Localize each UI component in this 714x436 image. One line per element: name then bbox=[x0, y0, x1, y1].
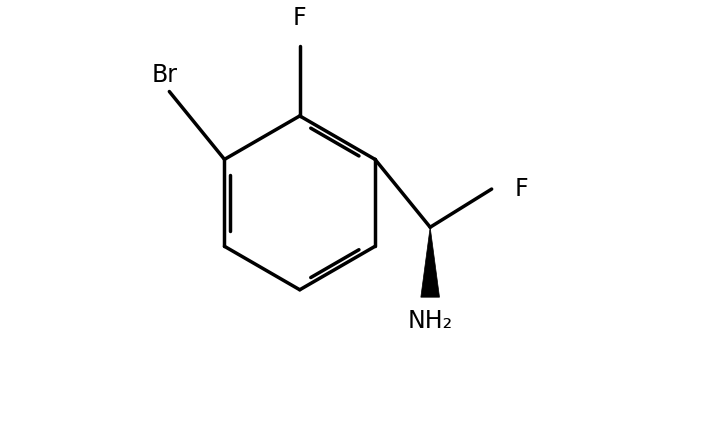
Text: NH₂: NH₂ bbox=[408, 309, 453, 333]
Text: F: F bbox=[515, 177, 528, 201]
Polygon shape bbox=[421, 227, 440, 297]
Text: F: F bbox=[293, 7, 306, 31]
Text: Br: Br bbox=[151, 62, 177, 87]
